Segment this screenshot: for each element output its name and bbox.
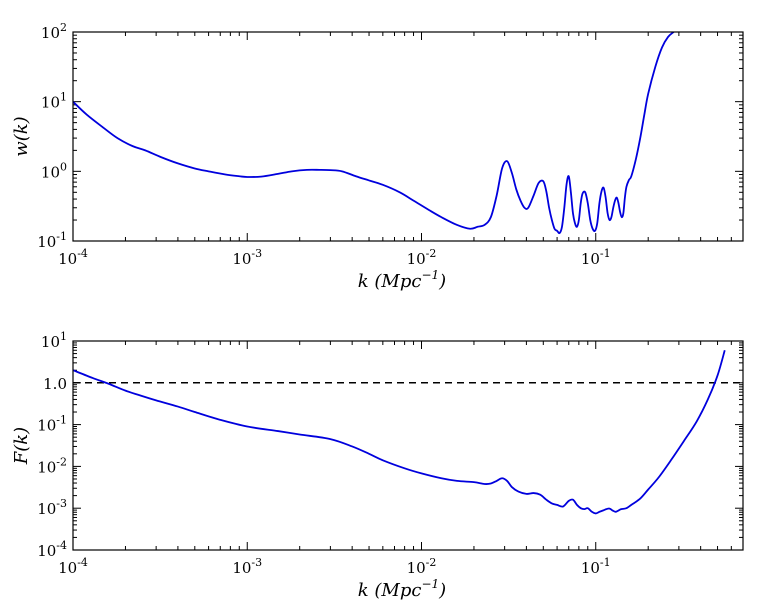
y-tick-label-exponent: -4 xyxy=(56,539,67,552)
y-tick-label-exponent: 1 xyxy=(60,91,67,104)
y-tick-label: 10-2 xyxy=(37,455,67,476)
chart-bottom: 10-4 10-3 10-2 10-1 10-4 10-3 10-2 10-1 1.0 101 k … xyxy=(11,330,744,601)
y-tick-label-exponent: 0 xyxy=(60,160,67,173)
x-tick-label-exponent: -3 xyxy=(251,556,262,569)
x-tick-label: 10-1 xyxy=(581,247,611,268)
x-tick-label: 10-4 xyxy=(58,556,88,577)
y-tick-label: 10-4 xyxy=(37,539,67,560)
y-axis-label: w(k) xyxy=(11,116,32,156)
x-tick-label-exponent: -2 xyxy=(426,556,437,569)
y-tick-label: 102 xyxy=(41,21,67,42)
x-tick-label-exponent: -2 xyxy=(426,247,437,260)
y-tick-label: 1.0 xyxy=(43,375,67,393)
y-tick-label: 100 xyxy=(41,160,67,181)
y-axis-label: F(k) xyxy=(11,427,32,465)
x-tick-label: 10-1 xyxy=(581,556,611,577)
x-tick-label: 10-3 xyxy=(232,556,262,577)
y-tick-label-exponent: 1 xyxy=(60,330,67,343)
y-tick-label-exponent: -1 xyxy=(56,414,67,427)
x-tick-label: 10-3 xyxy=(232,247,262,268)
x-axis-label-close: ) xyxy=(438,580,446,601)
y-tick-label-exponent: -2 xyxy=(56,455,67,468)
y-tick-label-exponent: -3 xyxy=(56,497,67,510)
x-tick-label-exponent: -4 xyxy=(77,247,88,260)
y-tick-label: 10-3 xyxy=(37,497,67,518)
x-tick-label-exponent: -3 xyxy=(251,247,262,260)
series-line-bottom xyxy=(73,350,726,515)
y-tick-label: 101 xyxy=(41,91,67,112)
x-axis-label-exponent: −1 xyxy=(421,577,439,591)
x-axis-label-close: ) xyxy=(438,271,446,292)
x-tick-label: 10-2 xyxy=(407,247,437,268)
plot-frame xyxy=(72,340,744,551)
x-axis-label: k (Mpc−1) xyxy=(358,268,446,292)
y-tick-label-exponent: 2 xyxy=(60,21,67,34)
y-tick-label: 10-1 xyxy=(37,414,67,435)
x-tick-label: 10-2 xyxy=(407,556,437,577)
y-tick-label-exponent: -1 xyxy=(56,230,67,243)
x-tick-label-exponent: -1 xyxy=(600,247,611,260)
y-tick-label: 101 xyxy=(41,330,67,351)
x-tick-label: 10-4 xyxy=(58,247,88,268)
plot-frame xyxy=(72,31,744,242)
x-axis-label-exponent: −1 xyxy=(421,268,439,282)
x-axis-label: k (Mpc−1) xyxy=(358,577,446,601)
x-tick-label-exponent: -4 xyxy=(77,556,88,569)
x-tick-label-exponent: -1 xyxy=(600,556,611,569)
series-line-top xyxy=(73,32,675,235)
y-tick-label: 10-1 xyxy=(37,230,67,251)
